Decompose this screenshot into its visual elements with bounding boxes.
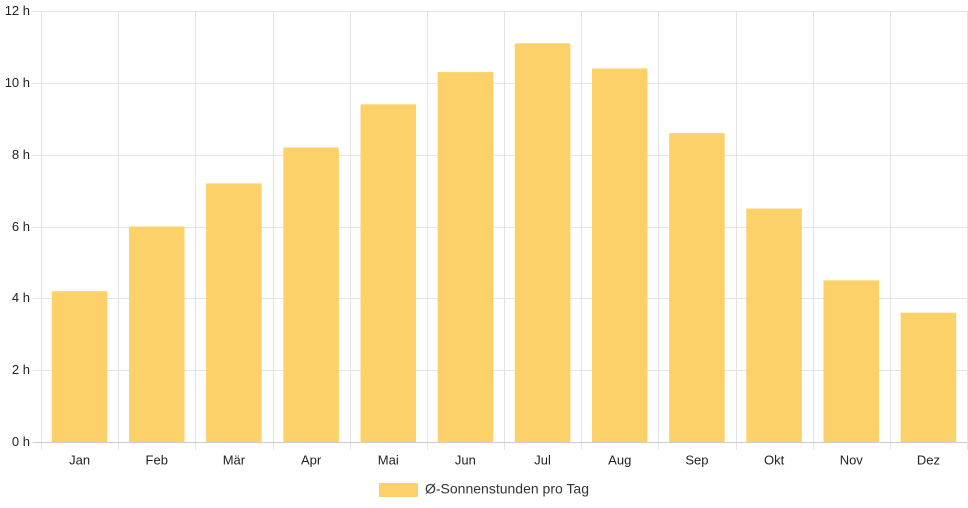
x-tick-label: Nov bbox=[840, 452, 864, 467]
bar[interactable] bbox=[669, 133, 725, 442]
y-tick-label: 12 h bbox=[5, 3, 30, 18]
x-tick-label: Feb bbox=[146, 452, 168, 467]
y-tick-label: 6 h bbox=[12, 219, 30, 234]
bar[interactable] bbox=[437, 72, 494, 442]
x-tick-label: Jun bbox=[455, 452, 476, 467]
x-tick-label: Apr bbox=[301, 452, 322, 467]
x-tick-label: Jul bbox=[534, 452, 551, 467]
legend-swatch[interactable] bbox=[379, 483, 418, 497]
legend[interactable]: Ø-Sonnenstunden pro Tag bbox=[379, 481, 589, 497]
bars bbox=[51, 43, 957, 443]
legend-label[interactable]: Ø-Sonnenstunden pro Tag bbox=[425, 481, 589, 497]
bar[interactable] bbox=[823, 280, 880, 442]
bar[interactable] bbox=[900, 312, 957, 442]
y-tick-label: 4 h bbox=[12, 290, 30, 305]
y-tick-label: 8 h bbox=[12, 147, 30, 162]
axes: 0 h 2 h 4 h 6 h 8 h 10 h 12 h Jan Feb Mär Apr Mai Ju… bbox=[5, 3, 967, 467]
y-tick-label: 0 h bbox=[12, 434, 30, 449]
bar[interactable] bbox=[360, 104, 417, 442]
x-tick-label: Dez bbox=[917, 452, 940, 467]
x-tick-label: Mai bbox=[378, 452, 399, 467]
bar[interactable] bbox=[514, 43, 571, 442]
bar[interactable] bbox=[283, 147, 339, 442]
bar[interactable] bbox=[591, 68, 648, 442]
x-tick-label: Sep bbox=[685, 452, 708, 467]
bar[interactable] bbox=[128, 226, 185, 443]
y-tick-label: 10 h bbox=[5, 75, 30, 90]
x-tick-label: Okt bbox=[764, 452, 785, 467]
x-tick-label: Mär bbox=[223, 452, 246, 467]
bar[interactable] bbox=[51, 291, 108, 442]
bar[interactable] bbox=[206, 183, 262, 442]
grid-lines bbox=[33, 11, 968, 450]
bar[interactable] bbox=[746, 208, 802, 442]
x-tick-label: Jan bbox=[69, 452, 90, 467]
x-tick-label: Aug bbox=[608, 452, 631, 467]
y-tick-label: 2 h bbox=[12, 362, 30, 377]
